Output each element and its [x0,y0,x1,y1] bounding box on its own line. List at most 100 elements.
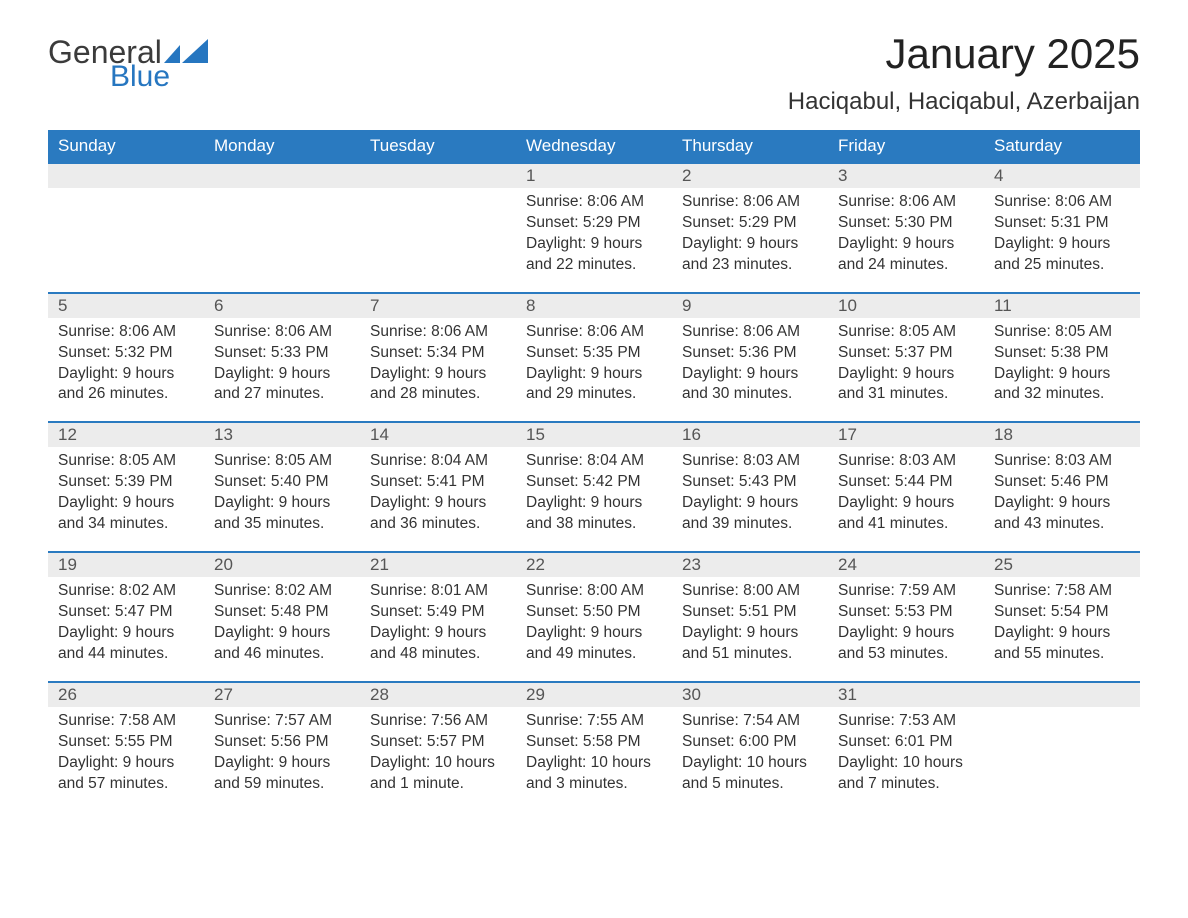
day-number-row: 12131415161718 [48,422,1140,447]
day-content-cell: Sunrise: 7:56 AMSunset: 5:57 PMDaylight:… [360,707,516,811]
sunrise-line: Sunrise: 8:02 AM [58,581,194,602]
day-number-cell: 24 [828,552,984,577]
sunrise-line: Sunrise: 7:57 AM [214,711,350,732]
weekday-header-row: SundayMondayTuesdayWednesdayThursdayFrid… [48,130,1140,163]
sunrise-line: Sunrise: 7:53 AM [838,711,974,732]
header: General Blue January 2025 Haciqabul, Hac… [48,30,1140,116]
day-content-row: Sunrise: 8:06 AMSunset: 5:32 PMDaylight:… [48,318,1140,423]
day-number-cell [984,682,1140,707]
weekday-header: Saturday [984,130,1140,163]
day-content-cell: Sunrise: 8:01 AMSunset: 5:49 PMDaylight:… [360,577,516,682]
sunrise-line: Sunrise: 8:05 AM [994,322,1130,343]
sunset-line: Sunset: 5:35 PM [526,343,662,364]
day-number-cell [204,163,360,188]
weekday-header: Monday [204,130,360,163]
day-number-cell: 14 [360,422,516,447]
sunset-line: Sunset: 5:53 PM [838,602,974,623]
day-content-cell: Sunrise: 8:02 AMSunset: 5:47 PMDaylight:… [48,577,204,682]
day-number-cell: 25 [984,552,1140,577]
daylight-line: Daylight: 9 hours and 46 minutes. [214,623,350,665]
daylight-line: Daylight: 9 hours and 34 minutes. [58,493,194,535]
daylight-line: Daylight: 9 hours and 48 minutes. [370,623,506,665]
day-number-cell: 15 [516,422,672,447]
sunset-line: Sunset: 5:34 PM [370,343,506,364]
day-number-cell: 21 [360,552,516,577]
day-content-cell: Sunrise: 8:06 AMSunset: 5:29 PMDaylight:… [672,188,828,293]
sunset-line: Sunset: 5:44 PM [838,472,974,493]
sunrise-line: Sunrise: 7:58 AM [994,581,1130,602]
day-content-cell [984,707,1140,811]
day-number-cell: 19 [48,552,204,577]
day-content-cell: Sunrise: 8:04 AMSunset: 5:41 PMDaylight:… [360,447,516,552]
day-number-cell: 27 [204,682,360,707]
sunrise-line: Sunrise: 8:06 AM [526,192,662,213]
day-content-cell: Sunrise: 7:57 AMSunset: 5:56 PMDaylight:… [204,707,360,811]
day-number-cell: 20 [204,552,360,577]
day-content-cell: Sunrise: 8:05 AMSunset: 5:40 PMDaylight:… [204,447,360,552]
sunset-line: Sunset: 5:54 PM [994,602,1130,623]
day-content-row: Sunrise: 8:05 AMSunset: 5:39 PMDaylight:… [48,447,1140,552]
sunset-line: Sunset: 6:00 PM [682,732,818,753]
daylight-line: Daylight: 9 hours and 22 minutes. [526,234,662,276]
day-content-cell: Sunrise: 8:05 AMSunset: 5:37 PMDaylight:… [828,318,984,423]
day-number-cell: 26 [48,682,204,707]
sunset-line: Sunset: 5:40 PM [214,472,350,493]
daylight-line: Daylight: 9 hours and 26 minutes. [58,364,194,406]
day-content-cell: Sunrise: 8:06 AMSunset: 5:35 PMDaylight:… [516,318,672,423]
sunset-line: Sunset: 5:30 PM [838,213,974,234]
day-number-cell [48,163,204,188]
sunrise-line: Sunrise: 7:54 AM [682,711,818,732]
logo: General Blue [48,30,208,92]
sunrise-line: Sunrise: 8:03 AM [994,451,1130,472]
day-content-cell: Sunrise: 8:06 AMSunset: 5:29 PMDaylight:… [516,188,672,293]
day-number-cell: 22 [516,552,672,577]
day-content-cell: Sunrise: 8:00 AMSunset: 5:51 PMDaylight:… [672,577,828,682]
day-number-cell: 31 [828,682,984,707]
day-number-cell [360,163,516,188]
day-content-cell [360,188,516,293]
sunrise-line: Sunrise: 8:06 AM [838,192,974,213]
day-content-cell: Sunrise: 8:06 AMSunset: 5:34 PMDaylight:… [360,318,516,423]
daylight-line: Daylight: 9 hours and 38 minutes. [526,493,662,535]
sunrise-line: Sunrise: 8:01 AM [370,581,506,602]
sunset-line: Sunset: 5:47 PM [58,602,194,623]
day-content-cell: Sunrise: 7:53 AMSunset: 6:01 PMDaylight:… [828,707,984,811]
sunrise-line: Sunrise: 7:55 AM [526,711,662,732]
day-number-row: 262728293031 [48,682,1140,707]
weekday-header: Thursday [672,130,828,163]
day-content-cell: Sunrise: 7:54 AMSunset: 6:00 PMDaylight:… [672,707,828,811]
sunset-line: Sunset: 5:42 PM [526,472,662,493]
sunrise-line: Sunrise: 8:05 AM [214,451,350,472]
calendar-table: SundayMondayTuesdayWednesdayThursdayFrid… [48,130,1140,810]
daylight-line: Daylight: 9 hours and 39 minutes. [682,493,818,535]
daylight-line: Daylight: 9 hours and 35 minutes. [214,493,350,535]
daylight-line: Daylight: 9 hours and 30 minutes. [682,364,818,406]
daylight-line: Daylight: 9 hours and 36 minutes. [370,493,506,535]
daylight-line: Daylight: 9 hours and 43 minutes. [994,493,1130,535]
sunset-line: Sunset: 5:50 PM [526,602,662,623]
daylight-line: Daylight: 9 hours and 49 minutes. [526,623,662,665]
day-content-cell: Sunrise: 8:06 AMSunset: 5:30 PMDaylight:… [828,188,984,293]
day-content-cell: Sunrise: 8:06 AMSunset: 5:36 PMDaylight:… [672,318,828,423]
sunrise-line: Sunrise: 8:06 AM [682,192,818,213]
sunrise-line: Sunrise: 8:04 AM [526,451,662,472]
day-number-cell: 23 [672,552,828,577]
sunrise-line: Sunrise: 8:06 AM [214,322,350,343]
daylight-line: Daylight: 9 hours and 27 minutes. [214,364,350,406]
sunrise-line: Sunrise: 8:03 AM [682,451,818,472]
weekday-header: Tuesday [360,130,516,163]
day-number-cell: 4 [984,163,1140,188]
sunrise-line: Sunrise: 8:02 AM [214,581,350,602]
daylight-line: Daylight: 9 hours and 51 minutes. [682,623,818,665]
sunset-line: Sunset: 5:41 PM [370,472,506,493]
weekday-header: Friday [828,130,984,163]
day-content-cell: Sunrise: 8:05 AMSunset: 5:38 PMDaylight:… [984,318,1140,423]
sunrise-line: Sunrise: 8:06 AM [526,322,662,343]
day-content-cell: Sunrise: 7:58 AMSunset: 5:55 PMDaylight:… [48,707,204,811]
sunset-line: Sunset: 5:33 PM [214,343,350,364]
weekday-header: Sunday [48,130,204,163]
daylight-line: Daylight: 9 hours and 28 minutes. [370,364,506,406]
day-content-cell: Sunrise: 8:06 AMSunset: 5:31 PMDaylight:… [984,188,1140,293]
sunset-line: Sunset: 5:46 PM [994,472,1130,493]
daylight-line: Daylight: 9 hours and 23 minutes. [682,234,818,276]
